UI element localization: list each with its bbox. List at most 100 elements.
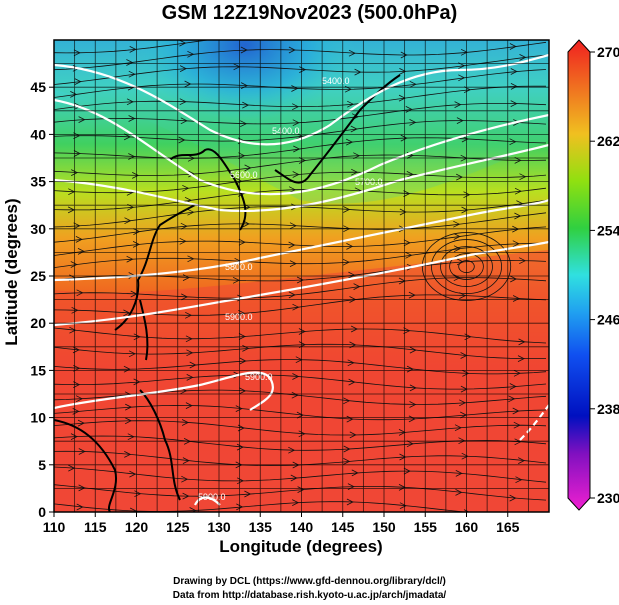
streamline-arrow	[519, 173, 527, 181]
streamline-arrow	[509, 43, 517, 50]
streamline-arrow	[125, 403, 133, 411]
streamline-arrow	[297, 486, 305, 493]
streamline-arrow	[78, 448, 86, 455]
x-tick-label: 115	[84, 519, 107, 535]
streamline-arrow	[128, 350, 136, 358]
streamline-arrow	[351, 168, 359, 176]
streamline-arrow	[181, 293, 189, 301]
streamline-arrow	[186, 349, 194, 357]
streamline-arrow	[514, 212, 522, 220]
y-tick-label: 30	[30, 221, 46, 237]
streamline-arrow	[236, 443, 244, 451]
streamline-arrow	[75, 236, 83, 243]
streamline-arrow	[399, 502, 407, 510]
streamline-arrow	[343, 206, 351, 213]
contour-label: 5400.0	[272, 126, 300, 136]
streamline-arrow	[409, 346, 417, 354]
streamline-arrow	[296, 411, 304, 419]
streamline-arrow	[455, 489, 463, 496]
streamline-arrow	[454, 424, 462, 432]
streamline-arrow	[78, 116, 86, 123]
streamline-arrow	[185, 335, 193, 343]
y-axis-ticks: 0 5 10 15 20 25 30 35 40 45	[30, 79, 54, 520]
streamline-arrow	[406, 365, 414, 373]
streamline-arrow	[240, 120, 248, 128]
streamline-arrow	[73, 132, 81, 140]
streamline-arrow	[409, 401, 417, 408]
streamline-arrow	[182, 184, 190, 192]
streamline-arrow	[298, 328, 306, 335]
streamline-arrow	[73, 222, 81, 230]
streamline-arrow	[189, 361, 197, 369]
streamline-arrow	[298, 430, 306, 438]
streamline-arrow	[348, 49, 356, 57]
streamline-arrow	[189, 507, 197, 512]
colorbar-ticks: 230 238 246 254 262 270	[590, 44, 619, 506]
streamline	[54, 404, 547, 421]
streamline-arrow	[291, 391, 299, 399]
streamline-arrow	[512, 240, 520, 248]
streamline	[54, 327, 547, 344]
x-tick-label: 130	[207, 519, 231, 535]
x-tick-label: 140	[290, 519, 314, 535]
streamline-arrow	[179, 40, 187, 47]
streamline-arrow	[400, 51, 408, 59]
streamline-arrow	[399, 68, 407, 75]
y-tick-label: 35	[30, 174, 46, 190]
streamline-arrow	[346, 138, 354, 146]
streamline-arrow	[513, 369, 521, 377]
streamline-arrow	[236, 477, 244, 485]
streamline-arrow	[291, 85, 299, 92]
streamline-arrow	[453, 233, 461, 240]
colorbar-tick-label: 246	[597, 312, 619, 328]
streamline-arrow	[238, 238, 246, 246]
streamline	[54, 484, 547, 501]
streamline-arrow	[129, 470, 137, 478]
streamline-arrow	[126, 255, 134, 263]
streamline	[54, 374, 547, 390]
streamline-arrow	[242, 101, 250, 109]
streamline-arrow	[180, 222, 188, 230]
streamline-arrow	[238, 309, 246, 317]
streamline-arrow	[244, 164, 252, 172]
y-tick-label: 10	[30, 410, 46, 426]
streamline-arrow	[292, 103, 300, 111]
streamline-arrow	[519, 54, 527, 61]
x-axis-ticks: 110 115 120 125 130 135 140 145 150 155 160 165	[43, 512, 520, 535]
streamline-arrow	[181, 419, 189, 426]
colorbar-tick-label: 254	[597, 222, 619, 238]
streamline-arrow	[128, 153, 136, 160]
streamline-arrow	[405, 251, 413, 259]
streamline-arrow	[181, 475, 189, 483]
y-tick-label: 0	[38, 504, 46, 520]
streamline-arrow	[126, 98, 134, 106]
streamline-arrow	[460, 48, 468, 56]
streamline-arrow	[71, 306, 79, 314]
contour-label: 5600.0	[230, 170, 258, 180]
streamline-arrow	[182, 457, 190, 464]
streamline-arrow	[510, 68, 518, 75]
streamline-arrow	[403, 239, 411, 247]
streamline-arrow	[343, 397, 351, 405]
streamline-arrow	[405, 106, 413, 113]
streamline-arrow	[235, 405, 243, 412]
streamline-arrow	[348, 378, 356, 386]
streamline-arrow	[406, 171, 414, 178]
streamline-arrow	[508, 395, 516, 403]
streamline-arrow	[75, 395, 83, 403]
streamline-arrow	[123, 309, 131, 317]
streamline-arrow	[514, 187, 522, 195]
streamline	[54, 343, 547, 360]
lat-lon-grid	[53, 39, 550, 513]
streamline-arrow	[400, 134, 408, 142]
colorbar-body	[567, 39, 591, 511]
chart-title: GSM 12Z19Nov2023 (500.0hPa)	[161, 2, 458, 24]
streamline-arrow	[124, 417, 132, 425]
y-tick-label: 40	[30, 126, 46, 142]
streamline	[54, 41, 547, 71]
streamline-arrow	[76, 289, 84, 297]
streamline-arrow	[403, 467, 411, 475]
streamline-arrow	[127, 433, 135, 441]
streamline-arrow	[455, 470, 463, 477]
streamline-arrow	[342, 258, 350, 266]
